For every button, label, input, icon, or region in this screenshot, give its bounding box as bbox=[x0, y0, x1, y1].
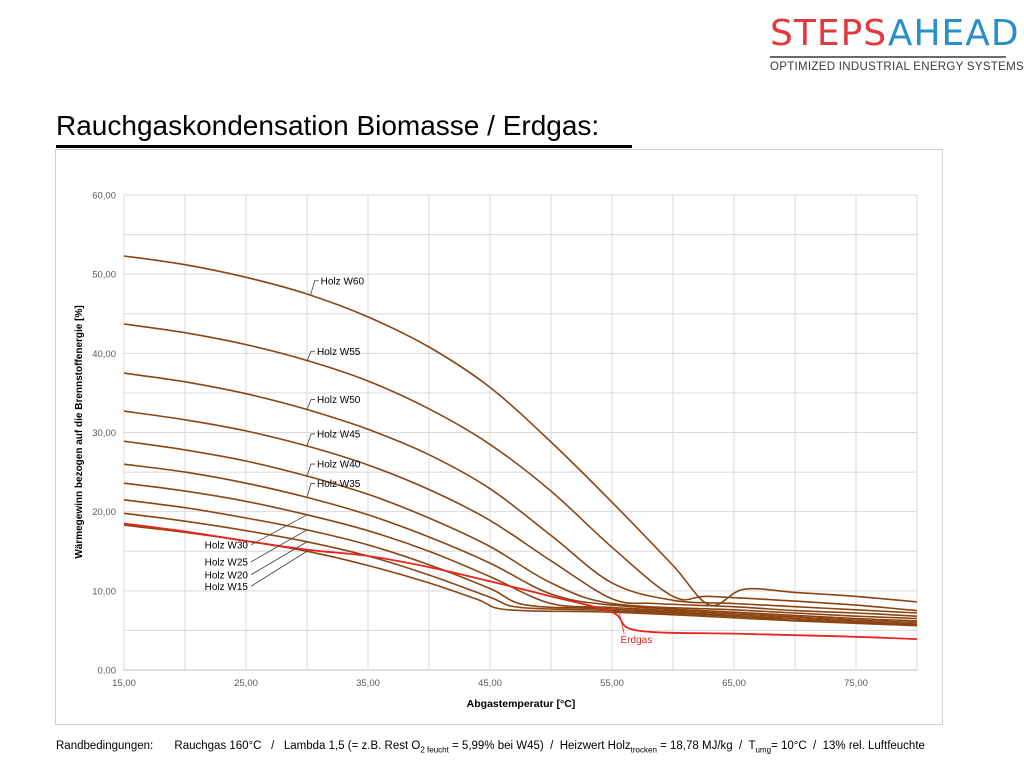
series-label-w40: Holz W40 bbox=[317, 460, 361, 471]
y-tick-label: 10,00 bbox=[92, 586, 116, 597]
series-label-w50: Holz W50 bbox=[317, 395, 361, 406]
note-heizwert: Heizwert Holz bbox=[559, 740, 631, 752]
label-leaders bbox=[250, 280, 625, 634]
x-tick-label: 35,00 bbox=[356, 678, 380, 689]
note-sep: / bbox=[739, 740, 743, 752]
note-sep: / bbox=[550, 740, 554, 752]
note-humidity: 13% rel. Luftfeuchte bbox=[822, 740, 925, 752]
title-underline bbox=[56, 145, 632, 148]
series-line-holz-w60 bbox=[123, 255, 918, 607]
leader-line-w25 bbox=[250, 529, 308, 563]
note-heizwert-sub: trocken bbox=[630, 745, 657, 755]
y-tick-label: 20,00 bbox=[92, 507, 116, 518]
series-label-erdgas: Erdgas bbox=[621, 635, 653, 646]
x-tick-label: 15,00 bbox=[112, 678, 136, 689]
leader-line-w35 bbox=[306, 483, 315, 498]
boundary-conditions-note: Randbedingungen: Rauchgas 160°C / Lambda… bbox=[56, 740, 925, 754]
series-line-holz-w25 bbox=[123, 499, 918, 625]
leader-line-erdgas bbox=[618, 612, 625, 634]
x-tick-label: 55,00 bbox=[600, 678, 624, 689]
note-t-post: = 10°C bbox=[771, 740, 807, 752]
note-t-sub: umg bbox=[755, 745, 772, 755]
x-tick-label: 45,00 bbox=[478, 678, 502, 689]
leader-line-w15 bbox=[250, 550, 308, 587]
note-lambda: Lambda 1,5 (= z.B. Rest O bbox=[283, 740, 421, 752]
note-label: Randbedingungen: bbox=[56, 740, 154, 752]
x-axis-label: Abgastemperatur [°C] bbox=[467, 698, 576, 710]
series-label-w35: Holz W35 bbox=[317, 479, 361, 490]
series-line-holz-w40 bbox=[123, 440, 918, 620]
x-tick-label: 25,00 bbox=[234, 678, 258, 689]
y-tick-label: 0,00 bbox=[98, 666, 117, 677]
logo-wordmark: STEPSAHEAD bbox=[770, 13, 1019, 54]
logo-word-ahead: AHEAD bbox=[887, 13, 1020, 54]
leader-line-w60 bbox=[310, 280, 319, 295]
series-label-w25: Holz W25 bbox=[205, 557, 249, 568]
series-line-holz-w30 bbox=[123, 482, 918, 624]
note-rauchgas: Rauchgas 160°C bbox=[174, 740, 262, 752]
logo-divider bbox=[770, 56, 1006, 58]
company-logo: STEPSAHEAD OPTIMIZED INDUSTRIAL ENERGY S… bbox=[770, 13, 1024, 73]
leader-line-w45 bbox=[306, 433, 315, 447]
leader-line-w40 bbox=[306, 463, 315, 477]
chart-frame: 0,00 10,00 20,00 30,00 40,00 50,00 60,00 15,00… bbox=[55, 149, 943, 725]
series-line-erdgas bbox=[123, 522, 918, 640]
leader-line-w55 bbox=[306, 350, 315, 362]
chart-series bbox=[123, 255, 918, 640]
x-tick-labels: 15,00 25,00 35,00 45,00 55,00 65,00 75,00 bbox=[112, 678, 868, 689]
y-tick-label: 30,00 bbox=[92, 428, 116, 439]
x-tick-label: 65,00 bbox=[722, 678, 746, 689]
series-labels: Holz W60 Holz W55 Holz W50 Holz W45 Holz W40… bbox=[205, 276, 653, 646]
series-label-w15: Holz W15 bbox=[205, 582, 249, 593]
series-label-w55: Holz W55 bbox=[317, 347, 361, 358]
y-axis-label: Wärmegewinn bezogen auf die Brennstoffen… bbox=[74, 305, 85, 558]
y-tick-label: 40,00 bbox=[92, 349, 116, 360]
x-tick-label: 75,00 bbox=[844, 678, 868, 689]
series-line-holz-w20 bbox=[123, 512, 918, 626]
slide-title: Rauchgaskondensation Biomasse / Erdgas: bbox=[56, 110, 600, 141]
leader-line-w20 bbox=[250, 541, 308, 576]
logo-tagline: OPTIMIZED INDUSTRIAL ENERGY SYSTEMS bbox=[770, 61, 1024, 73]
note-o2-sub: 2 feucht bbox=[420, 745, 449, 755]
series-line-holz-w55 bbox=[123, 323, 918, 612]
note-sep: / bbox=[813, 740, 817, 752]
series-label-w20: Holz W20 bbox=[205, 570, 249, 581]
logo-word-steps: STEPS bbox=[770, 13, 888, 54]
note-t: T bbox=[748, 740, 756, 752]
note-sep: / bbox=[271, 740, 275, 752]
note-heizwert-post: = 18,78 MJ/kg bbox=[656, 740, 733, 752]
series-label-w45: Holz W45 bbox=[317, 429, 361, 440]
chart-svg: 0,00 10,00 20,00 30,00 40,00 50,00 60,00 15,00… bbox=[74, 191, 918, 710]
series-line-holz-w50 bbox=[123, 372, 918, 614]
series-line-holz-w45 bbox=[123, 410, 918, 617]
series-label-w60: Holz W60 bbox=[321, 276, 365, 287]
y-tick-label: 50,00 bbox=[92, 270, 116, 281]
leader-line-w50 bbox=[306, 399, 315, 410]
leader-line-w30 bbox=[250, 514, 308, 546]
y-tick-label: 60,00 bbox=[92, 191, 116, 202]
chart-grid bbox=[123, 194, 918, 671]
note-lambda-post: = 5,99% bei W45) bbox=[448, 740, 544, 752]
series-label-w30: Holz W30 bbox=[205, 540, 249, 551]
y-tick-labels: 0,00 10,00 20,00 30,00 40,00 50,00 60,00 bbox=[92, 191, 116, 677]
series-line-holz-w35 bbox=[123, 463, 918, 622]
